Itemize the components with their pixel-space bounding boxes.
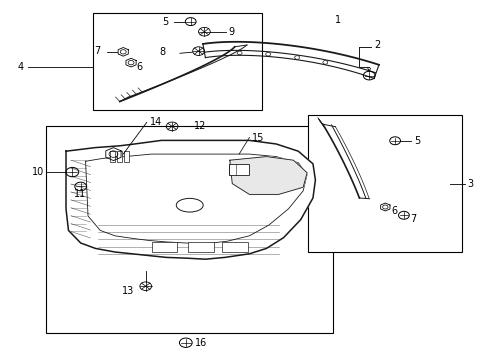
Text: 7: 7 [94, 46, 101, 56]
Text: 14: 14 [149, 117, 162, 127]
Bar [222, 242, 247, 252]
Text: 7: 7 [409, 214, 415, 224]
Polygon shape [66, 140, 315, 259]
Text: 5: 5 [162, 17, 168, 27]
Text: 12: 12 [193, 121, 205, 131]
Text: 3: 3 [467, 179, 473, 189]
Text: 2: 2 [373, 40, 380, 50]
Text: 16: 16 [194, 338, 206, 348]
Ellipse shape [176, 198, 203, 212]
Bar [151, 242, 177, 252]
Bar [110, 151, 115, 162]
Bar [117, 151, 122, 162]
Bar [123, 151, 128, 162]
Text: 9: 9 [228, 27, 235, 37]
Text: 15: 15 [252, 132, 264, 143]
Text: 10: 10 [32, 167, 44, 177]
Text: 1: 1 [335, 15, 341, 25]
Text: 6: 6 [136, 62, 142, 72]
Text: 5: 5 [413, 136, 419, 146]
Bar [46, 126, 332, 333]
Text: 11: 11 [73, 189, 86, 199]
Text: 13: 13 [122, 285, 134, 296]
Text: 6: 6 [390, 206, 397, 216]
Text: 8: 8 [159, 47, 165, 57]
Polygon shape [229, 157, 306, 194]
Bar [228, 164, 249, 175]
Text: 4: 4 [17, 62, 23, 72]
Bar [307, 115, 461, 252]
Bar [93, 13, 261, 110]
Bar [188, 242, 213, 252]
